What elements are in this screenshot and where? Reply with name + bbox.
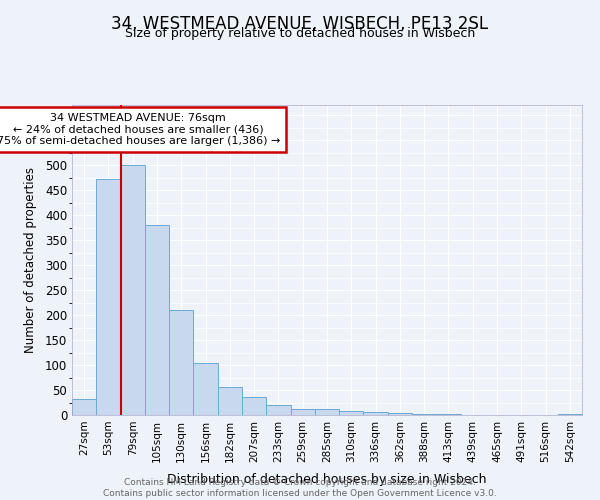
Bar [242, 397, 266, 415]
Bar [193, 362, 218, 415]
Bar [96, 179, 121, 415]
Bar [461, 414, 485, 415]
Bar [509, 414, 533, 415]
Bar [315, 409, 339, 415]
Bar [339, 411, 364, 415]
Y-axis label: Number of detached properties: Number of detached properties [23, 167, 37, 353]
Bar [436, 414, 461, 415]
Bar [72, 399, 96, 415]
Bar [169, 310, 193, 415]
Text: Contains HM Land Registry data © Crown copyright and database right 2024.
Contai: Contains HM Land Registry data © Crown c… [103, 478, 497, 498]
Bar [145, 225, 169, 415]
Bar [364, 412, 388, 415]
Text: 34, WESTMEAD AVENUE, WISBECH, PE13 2SL: 34, WESTMEAD AVENUE, WISBECH, PE13 2SL [112, 15, 488, 33]
Bar [485, 414, 509, 415]
Bar [558, 414, 582, 415]
Bar [388, 413, 412, 415]
Bar [290, 409, 315, 415]
Bar [412, 414, 436, 415]
Text: Size of property relative to detached houses in Wisbech: Size of property relative to detached ho… [125, 28, 475, 40]
Bar [266, 404, 290, 415]
Bar [218, 386, 242, 415]
Bar [533, 414, 558, 415]
X-axis label: Distribution of detached houses by size in Wisbech: Distribution of detached houses by size … [167, 473, 487, 486]
Bar [121, 165, 145, 415]
Text: 34 WESTMEAD AVENUE: 76sqm
← 24% of detached houses are smaller (436)
75% of semi: 34 WESTMEAD AVENUE: 76sqm ← 24% of detac… [0, 113, 280, 146]
